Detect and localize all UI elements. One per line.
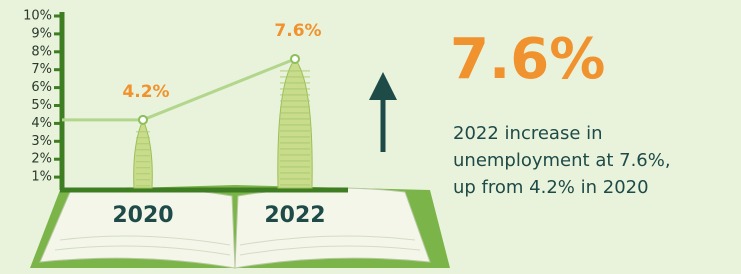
corn-bar — [278, 59, 312, 188]
y-tick-label: 8% — [31, 44, 52, 59]
description-line: 2022 increase in — [453, 120, 671, 147]
y-tick-label: 5% — [31, 98, 52, 113]
y-tick-label: 7% — [31, 62, 52, 77]
y-tick-label: 10% — [23, 9, 52, 24]
up-arrow — [369, 72, 397, 152]
headline: 7.6% — [450, 28, 605, 92]
point — [139, 116, 147, 124]
y-tick-label: 9% — [31, 26, 52, 41]
value-label: 4.2% — [122, 82, 169, 102]
y-tick-label: 2% — [31, 152, 52, 167]
book — [30, 185, 450, 268]
description-line: unemployment at 7.6%, — [453, 147, 671, 174]
category-label: 2022 — [264, 203, 325, 228]
y-tick-label: 3% — [31, 134, 52, 149]
y-tick-label: 1% — [31, 170, 52, 185]
corn-bar — [134, 120, 153, 188]
infographic: 1% 2% 3% 4% 5% 6% 7% 8% 9% 10% 4.2% 2020 7.6% 2022 7.… — [0, 0, 741, 274]
description-line: up from 4.2% in 2020 — [453, 174, 671, 201]
y-tick-label: 4% — [31, 116, 52, 131]
category-label: 2020 — [112, 203, 173, 228]
y-tick-label: 6% — [31, 80, 52, 95]
point — [291, 55, 299, 63]
value-label: 7.6% — [274, 21, 321, 41]
